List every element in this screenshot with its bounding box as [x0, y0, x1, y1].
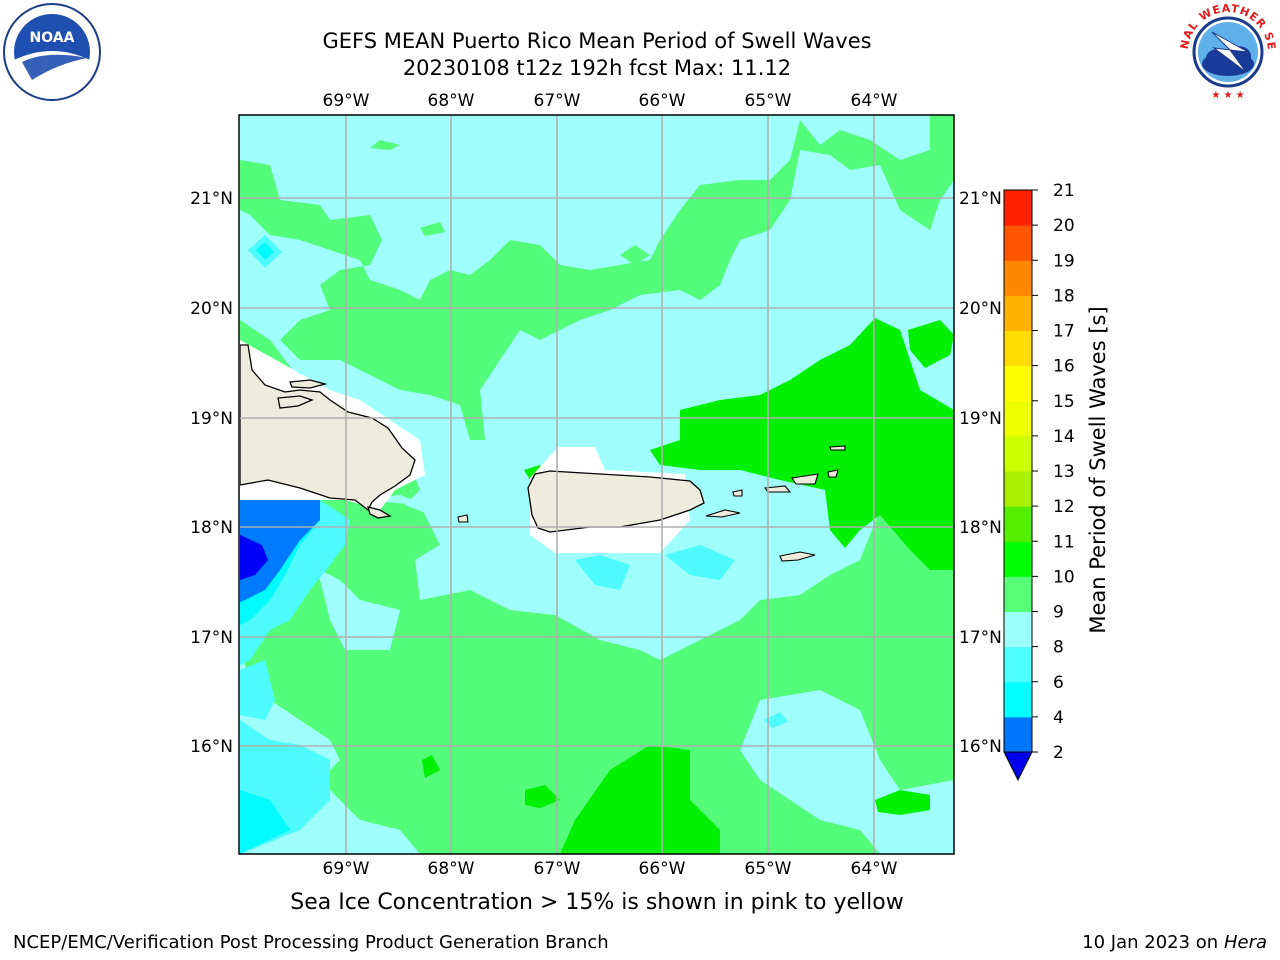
- colorbar-tick-label: 4: [1053, 708, 1064, 728]
- colorbar-segment: [1004, 400, 1032, 437]
- colorbar-segment: [1004, 330, 1032, 367]
- lon-label: 68°W: [428, 91, 475, 111]
- map-field: [240, 115, 954, 854]
- period-2-4-region: [240, 500, 320, 602]
- colorbar-segment: [1004, 541, 1032, 577]
- colorbar-tick-label: 20: [1053, 216, 1075, 236]
- colorbar-tick-label: 16: [1053, 357, 1075, 377]
- colorbar-tick-label: 18: [1053, 286, 1075, 306]
- colorbar-segment: [1004, 716, 1032, 753]
- lon-label: 67°W: [534, 91, 581, 111]
- colorbar-segment: [1004, 611, 1032, 648]
- sea-ice-note: Sea Ice Concentration > 15% is shown in …: [290, 890, 904, 915]
- period-10-11-region: [650, 318, 954, 570]
- colorbar-tick-label: 17: [1053, 322, 1075, 342]
- colorbar-tick-label: 9: [1053, 603, 1064, 623]
- colorbar-segment: [1004, 190, 1032, 226]
- colorbar-tick-label: 14: [1053, 427, 1075, 447]
- svg-text:★ ★ ★: ★ ★ ★: [1211, 90, 1244, 101]
- map-gridlines: [240, 115, 954, 854]
- lat-label: 18°N: [959, 518, 1002, 538]
- colorbar-tick-label: 6: [1053, 673, 1064, 693]
- lon-label: 69°W: [323, 859, 370, 879]
- colorbar-tick-label: 21: [1053, 181, 1075, 201]
- colorbar-under-triangle: [1003, 751, 1033, 782]
- date-prefix: 10 Jan 2023 on: [1082, 932, 1224, 953]
- nws-logo: NATIONAL WEATHER SERVICE ★ ★ ★: [1178, 2, 1277, 101]
- lat-label: 16°N: [959, 737, 1002, 757]
- colorbar-segment: [1004, 471, 1032, 507]
- lat-labels-left: 21°N 20°N 19°N 18°N 17°N 16°N: [190, 189, 233, 757]
- chart-title: GEFS MEAN Puerto Rico Mean Period of Swe…: [322, 29, 872, 53]
- date-host: Hera: [1223, 932, 1267, 953]
- colorbar-tick-label: 13: [1053, 462, 1075, 482]
- colorbar-tick-label: 8: [1053, 638, 1064, 658]
- lat-label: 19°N: [190, 409, 233, 429]
- colorbar-segment: [1004, 576, 1032, 612]
- date-stamp: 10 Jan 2023 on Hera: [1082, 932, 1267, 953]
- lat-label: 19°N: [959, 409, 1002, 429]
- lat-label: 17°N: [190, 628, 233, 648]
- lon-labels-top: 69°W 68°W 67°W 66°W 65°W 64°W: [323, 91, 898, 111]
- lon-label: 66°W: [639, 859, 686, 879]
- period-9-10-region: [240, 115, 954, 440]
- colorbar-tick-label: 2: [1053, 743, 1064, 763]
- lon-label: 69°W: [323, 91, 370, 111]
- colorbar: 2 4 6 8 9 10 11 12 13 14 15 16 17 18 19 20 21: [1003, 181, 1075, 782]
- noaa-logo-text: NOAA: [30, 30, 75, 46]
- colorbar-tick-label: 10: [1053, 567, 1075, 587]
- lon-label: 64°W: [851, 859, 898, 879]
- puerto-rico-land: [527, 470, 705, 533]
- colorbar-segment: [1004, 225, 1032, 261]
- colorbar-tick-label: 19: [1053, 251, 1075, 271]
- colorbar-segment: [1004, 260, 1032, 296]
- noaa-logo: NOAA: [3, 3, 101, 101]
- lon-label: 68°W: [428, 859, 475, 879]
- colorbar-segment: [1004, 295, 1032, 331]
- map-frame: [238, 114, 955, 855]
- colorbar-segment: [1004, 681, 1032, 718]
- lat-label: 17°N: [959, 628, 1002, 648]
- colorbar-segment: [1004, 646, 1032, 683]
- lat-label: 21°N: [959, 189, 1002, 209]
- colorbar-tick-label: 11: [1053, 532, 1075, 552]
- colorbar-tick-label: 15: [1053, 392, 1075, 412]
- colorbar-segment: [1004, 365, 1032, 402]
- chart-subtitle: 20230108 t12z 192h fcst Max: 11.12: [402, 56, 792, 80]
- lon-labels-bottom: 69°W 68°W 67°W 66°W 65°W 64°W: [323, 859, 898, 879]
- lat-labels-right: 21°N 20°N 19°N 18°N 17°N 16°N: [959, 189, 1002, 757]
- lon-label: 65°W: [745, 859, 792, 879]
- credit-text: NCEP/EMC/Verification Post Processing Pr…: [13, 932, 609, 953]
- colorbar-tick-label: 12: [1053, 497, 1075, 517]
- hispaniola-land: [240, 344, 416, 511]
- lon-label: 66°W: [639, 91, 686, 111]
- lat-label: 20°N: [959, 299, 1002, 319]
- period-below-2-region: [240, 535, 268, 580]
- lon-label: 65°W: [745, 91, 792, 111]
- lat-label: 21°N: [190, 189, 233, 209]
- colorbar-segment: [1004, 435, 1032, 472]
- lon-label: 67°W: [534, 859, 581, 879]
- lat-label: 18°N: [190, 518, 233, 538]
- lat-label: 16°N: [190, 737, 233, 757]
- lat-label: 20°N: [190, 299, 233, 319]
- lon-label: 64°W: [851, 91, 898, 111]
- colorbar-label: Mean Period of Swell Waves [s]: [1086, 306, 1110, 634]
- colorbar-segment: [1004, 506, 1032, 542]
